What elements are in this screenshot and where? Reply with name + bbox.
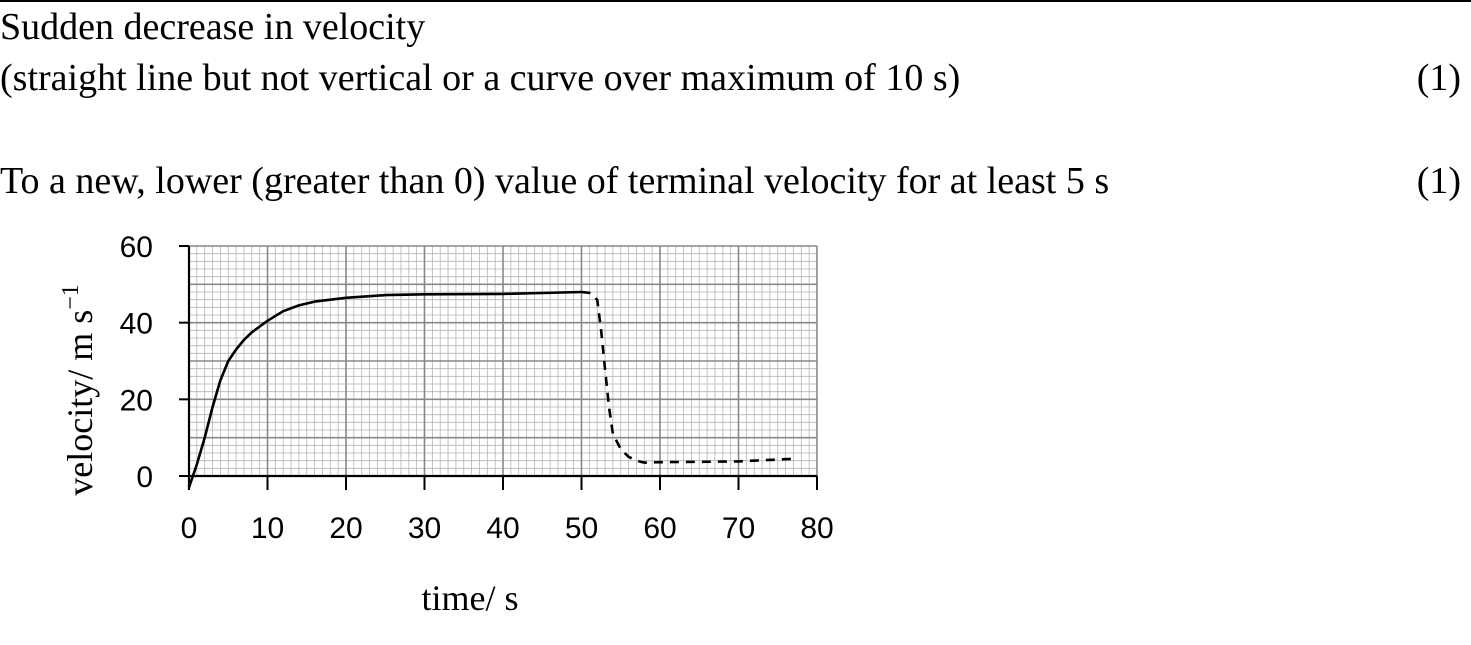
x-tick-label: 60 bbox=[643, 512, 676, 545]
y-axis-title-main: velocity/ m s bbox=[60, 310, 100, 496]
x-tick-label: 70 bbox=[722, 512, 755, 545]
answer-line-3-text: To a new, lower (greater than 0) value o… bbox=[0, 160, 1110, 202]
y-tick-label: 20 bbox=[120, 384, 153, 417]
y-tick-label: 40 bbox=[120, 308, 153, 341]
x-tick-label: 0 bbox=[181, 512, 198, 545]
tick-marks bbox=[179, 245, 818, 490]
top-rule bbox=[0, 0, 1471, 2]
velocity-time-graph: 0 20 40 60 0 10 20 30 40 50 60 70 80 time/ s velocit… bbox=[58, 231, 834, 618]
x-tick-label: 50 bbox=[565, 512, 598, 545]
series-line-solid bbox=[187, 290, 582, 488]
series-line-dashed bbox=[581, 290, 794, 464]
answer-line-3-mark: (1) bbox=[1416, 160, 1461, 202]
tick-labels: 0 20 40 60 0 10 20 30 40 50 60 70 80 bbox=[120, 231, 834, 545]
answer-line-1-text: Sudden decrease in velocity bbox=[0, 6, 426, 48]
y-tick-label: 0 bbox=[136, 461, 153, 494]
x-axis-title: time/ s bbox=[422, 578, 519, 618]
x-tick-label: 40 bbox=[486, 512, 519, 545]
x-tick-label: 30 bbox=[408, 512, 441, 545]
data-series bbox=[187, 290, 794, 488]
y-axis-title-superscript: −1 bbox=[58, 284, 84, 310]
y-tick-label: 60 bbox=[120, 231, 153, 264]
x-tick-label: 10 bbox=[251, 512, 284, 545]
answer-line-2-text: (straight line but not vertical or a cur… bbox=[0, 57, 961, 99]
y-axis-title: velocity/ m s−1 bbox=[58, 284, 100, 496]
answer-line-2-mark: (1) bbox=[1416, 57, 1461, 99]
x-tick-label: 80 bbox=[800, 512, 833, 545]
x-tick-label: 20 bbox=[329, 512, 362, 545]
